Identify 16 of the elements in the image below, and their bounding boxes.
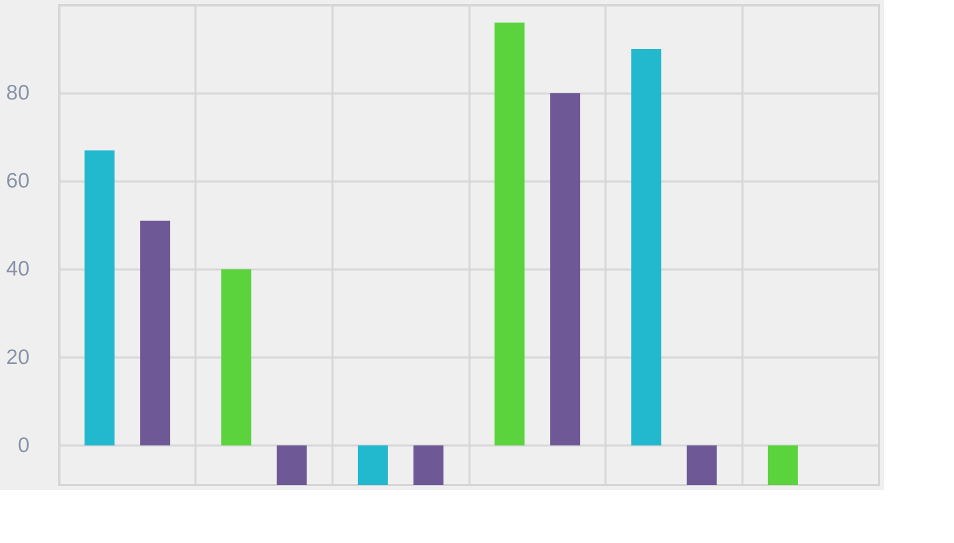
bar xyxy=(631,49,662,446)
y-tick-label: 60 xyxy=(6,170,30,193)
bar xyxy=(686,445,717,485)
bar xyxy=(358,445,388,485)
bar xyxy=(768,445,798,485)
bar xyxy=(221,269,252,446)
bar xyxy=(550,93,580,446)
bar xyxy=(494,22,525,446)
bar xyxy=(84,150,115,446)
bar xyxy=(276,445,307,485)
y-tick-label: 40 xyxy=(6,258,30,281)
y-tick-label: 20 xyxy=(6,346,30,369)
y-tick-label: 80 xyxy=(6,82,30,105)
bar xyxy=(140,220,170,446)
bar xyxy=(413,445,444,485)
y-tick-label: 0 xyxy=(18,434,30,457)
